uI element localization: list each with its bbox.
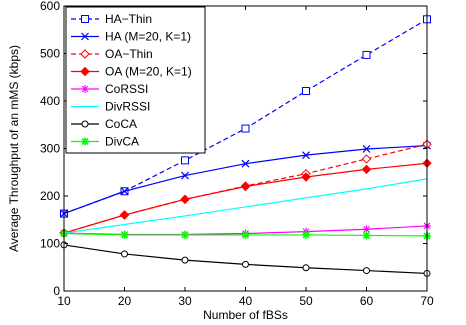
legend-label: HA (M=20, K=1) bbox=[105, 30, 191, 44]
legend-label: DivRSSI bbox=[105, 100, 150, 114]
legend-label: OA (M=20, K=1) bbox=[105, 65, 192, 79]
y-tick-label: 600 bbox=[40, 0, 60, 13]
y-tick-label: 100 bbox=[40, 237, 60, 251]
legend-label: DivCA bbox=[105, 135, 139, 149]
data-point bbox=[301, 172, 311, 182]
legend-entry-corssi: CoRSSI bbox=[71, 82, 148, 96]
x-tick-label: 30 bbox=[178, 294, 192, 308]
data-point bbox=[242, 260, 249, 268]
x-tick-label: 60 bbox=[360, 294, 374, 308]
legend-marker bbox=[81, 120, 89, 128]
legend-entry-divca: DivCA bbox=[71, 135, 139, 149]
y-axis-label: Average Throughput of an mMS (kbps) bbox=[7, 45, 21, 252]
data-point bbox=[241, 124, 250, 133]
series-line-divrssi bbox=[63, 178, 428, 234]
x-tick-label: 70 bbox=[420, 294, 434, 308]
x-tick-label: 50 bbox=[299, 294, 313, 308]
data-point bbox=[361, 164, 372, 175]
data-point bbox=[302, 230, 310, 239]
legend-entry-ha-thin: HA−Thin bbox=[71, 12, 152, 26]
data-point bbox=[121, 250, 128, 258]
data-point bbox=[302, 87, 310, 96]
x-tick-label: 10 bbox=[57, 294, 71, 308]
legend-entry-divrssi: DivRSSI bbox=[71, 100, 150, 114]
data-point bbox=[362, 50, 371, 59]
x-tick-label: 20 bbox=[118, 294, 132, 308]
legend-marker bbox=[81, 15, 89, 23]
data-point bbox=[181, 171, 189, 180]
legend-entry-oa-m-20-k-1: OA (M=20, K=1) bbox=[71, 65, 192, 79]
legend-marker bbox=[81, 32, 89, 41]
data-point bbox=[362, 145, 371, 153]
y-tick-label: 200 bbox=[40, 189, 60, 203]
data-point bbox=[181, 256, 189, 264]
data-point bbox=[181, 156, 189, 165]
legend-label: HA−Thin bbox=[105, 12, 152, 26]
legend: HA−Thin HA (M=20, K=1) OA−Thin OA (M=20, K=… bbox=[65, 6, 206, 154]
x-axis-label: Number of fBSs bbox=[203, 308, 288, 322]
data-point bbox=[241, 159, 250, 168]
y-tick-label: 300 bbox=[40, 142, 60, 156]
x-tick-label: 40 bbox=[239, 294, 253, 308]
data-point bbox=[240, 181, 251, 192]
data-point bbox=[302, 264, 310, 272]
data-point bbox=[180, 194, 190, 205]
legend-entry-ha-m-20-k-1: HA (M=20, K=1) bbox=[71, 30, 191, 44]
legend-marker bbox=[80, 49, 90, 59]
data-point bbox=[119, 210, 130, 220]
data-point bbox=[362, 225, 371, 234]
legend-label: CoCA bbox=[105, 117, 137, 131]
axes-layer: 10 20 30 40 50 60 70 0 100 200 300 400 500 600 bbox=[40, 0, 434, 308]
data-point bbox=[181, 230, 189, 239]
legend-label: CoRSSI bbox=[105, 82, 148, 96]
y-tick-label: 500 bbox=[40, 47, 60, 61]
legend-entry-oa-thin: OA−Thin bbox=[71, 47, 153, 61]
legend-box bbox=[65, 6, 206, 154]
legend-entry-coca: CoCA bbox=[71, 117, 137, 131]
data-point bbox=[361, 154, 372, 164]
series-divrssi bbox=[63, 178, 428, 234]
legend-marker bbox=[81, 85, 89, 93]
legend-label: OA−Thin bbox=[105, 47, 153, 61]
legend-marker bbox=[81, 137, 89, 146]
data-point bbox=[363, 267, 370, 275]
data-point bbox=[362, 231, 371, 240]
legend-marker bbox=[80, 66, 90, 77]
y-tick-label: 400 bbox=[40, 94, 60, 108]
data-point bbox=[120, 187, 129, 196]
data-point bbox=[120, 230, 129, 239]
y-tick-label: 0 bbox=[53, 284, 60, 298]
data-point bbox=[302, 151, 310, 160]
data-point bbox=[241, 230, 250, 239]
